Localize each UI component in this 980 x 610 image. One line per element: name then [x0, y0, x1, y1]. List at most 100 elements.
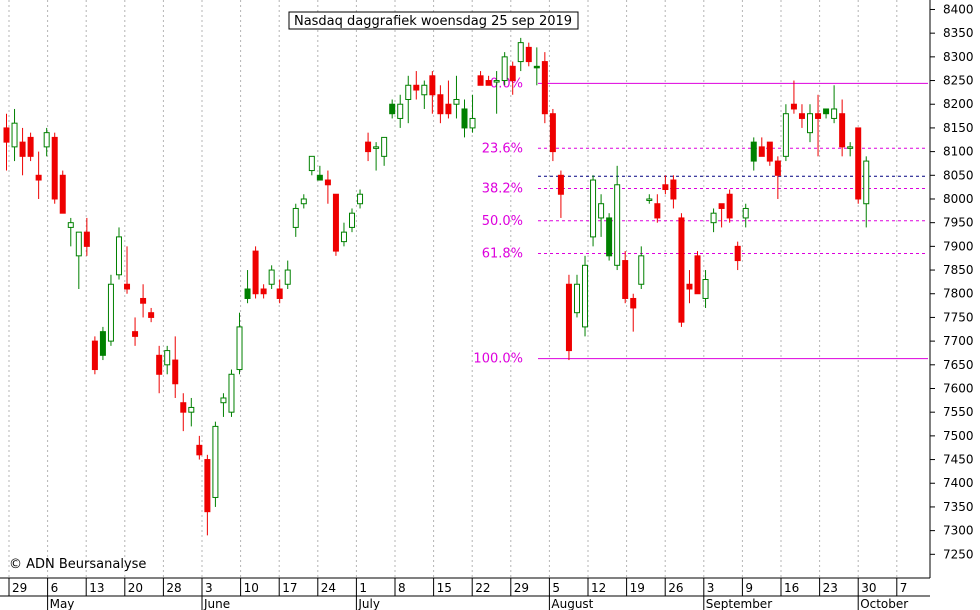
- candle-body: [598, 203, 605, 219]
- candle-body: [670, 179, 677, 200]
- x-tick-label: 15: [437, 581, 452, 595]
- candle-body: [582, 264, 589, 328]
- fib-label: 38.2%: [482, 182, 523, 197]
- candle-body: [381, 136, 388, 157]
- candle-body: [766, 141, 773, 162]
- candle-body: [557, 174, 564, 195]
- x-tick-label: 10: [244, 581, 259, 595]
- candle-body: [742, 207, 749, 219]
- candle-body: [477, 75, 484, 86]
- candle-body: [115, 236, 122, 276]
- y-tick-label: 8400: [943, 2, 974, 16]
- candle-body: [750, 141, 757, 162]
- candle-body: [549, 113, 556, 153]
- y-tick-label: 7550: [943, 405, 974, 419]
- candle-body: [132, 331, 139, 337]
- candle-body: [702, 279, 709, 299]
- candle-body: [614, 184, 621, 266]
- candle-body: [357, 193, 364, 205]
- candle-body: [501, 56, 508, 82]
- candle-body: [252, 250, 259, 295]
- y-tick-label: 8100: [943, 145, 974, 159]
- candle-body: [565, 283, 572, 352]
- candle-body: [525, 46, 532, 63]
- candle-body: [349, 212, 356, 228]
- y-tick-label: 7850: [943, 263, 974, 277]
- candle-body: [790, 103, 797, 110]
- candle-body: [83, 231, 90, 247]
- candle-body: [461, 108, 468, 129]
- candle-body: [774, 160, 781, 176]
- candle-body: [718, 203, 725, 209]
- candles: [3, 37, 870, 536]
- chart-title: Nasdaq daggrafiek woensdag 25 sep 2019: [288, 11, 579, 30]
- candle-body: [300, 198, 307, 205]
- x-tick-label: 30: [861, 581, 876, 595]
- candle-body: [863, 160, 870, 205]
- candle-body: [389, 103, 396, 115]
- fib-label: 50.0%: [482, 214, 523, 229]
- candle-body: [606, 217, 613, 257]
- candle-body: [798, 113, 805, 119]
- y-tick-label: 8200: [943, 97, 974, 111]
- month-labels: May June July August September October: [47, 596, 908, 610]
- candle-body: [678, 217, 685, 323]
- candle-body: [445, 103, 452, 115]
- candle-body: [140, 297, 147, 304]
- candle-body: [517, 42, 524, 63]
- month-label: June: [203, 597, 230, 610]
- x-tick-label: 23: [823, 581, 838, 595]
- candle-body: [324, 179, 331, 186]
- candle-body: [365, 141, 372, 153]
- candle-body: [453, 98, 460, 105]
- candle-body: [533, 65, 540, 69]
- y-tick-label: 7250: [943, 547, 974, 561]
- month-label: May: [50, 597, 75, 610]
- y-tick-label: 8300: [943, 50, 974, 64]
- x-tick-label: 26: [668, 581, 683, 595]
- candle-body: [107, 283, 114, 342]
- y-tick-label: 7750: [943, 310, 974, 324]
- candle-body: [509, 65, 516, 82]
- candle-body: [59, 174, 66, 214]
- x-tick-label: 9: [745, 581, 753, 595]
- candle-body: [156, 354, 163, 375]
- y-tick-labels: 7250 7300 7350 7400 7450 7500 7550 7600 7650 7700…: [930, 2, 974, 561]
- fib-label: 100.0%: [473, 352, 523, 367]
- candle-body: [340, 231, 347, 243]
- candle-body: [485, 80, 492, 86]
- candle-body: [204, 459, 211, 513]
- y-tick-label: 8000: [943, 192, 974, 206]
- y-tick-label: 8250: [943, 74, 974, 88]
- x-tick-label: 1: [359, 581, 367, 595]
- candle-body: [75, 231, 82, 257]
- x-tick-label: 17: [282, 581, 297, 595]
- y-tick-label: 7350: [943, 500, 974, 514]
- candle-body: [807, 113, 813, 134]
- y-tick-label: 8150: [943, 121, 974, 135]
- y-tick-label: 7600: [943, 381, 974, 395]
- candle-body: [19, 141, 26, 157]
- x-tick-label: 22: [475, 581, 490, 595]
- candle-body: [493, 80, 500, 83]
- candle-body: [91, 340, 98, 371]
- candle-body: [11, 122, 18, 148]
- candle-body: [188, 406, 195, 413]
- x-tick-label: 24: [321, 581, 336, 595]
- candle-body: [855, 127, 862, 200]
- y-tick-label: 7450: [943, 453, 974, 467]
- candle-body: [373, 146, 380, 149]
- candle-body: [782, 113, 789, 157]
- y-tick-label: 8050: [943, 168, 974, 182]
- y-tick-label: 7800: [943, 287, 974, 301]
- x-tick-label: 20: [128, 581, 143, 595]
- candle-body: [220, 397, 227, 404]
- y-tick-label: 7300: [943, 524, 974, 538]
- y-tick-label: 7700: [943, 334, 974, 348]
- candle-body: [284, 269, 291, 285]
- x-tick-label: 29: [514, 581, 529, 595]
- x-tick-labels: 29 6 13 20 28 3 10 17 24 1 8 15 22 29 5 12 19 26 3 9 16 23 30 7: [8, 578, 907, 596]
- candle-body: [726, 193, 733, 219]
